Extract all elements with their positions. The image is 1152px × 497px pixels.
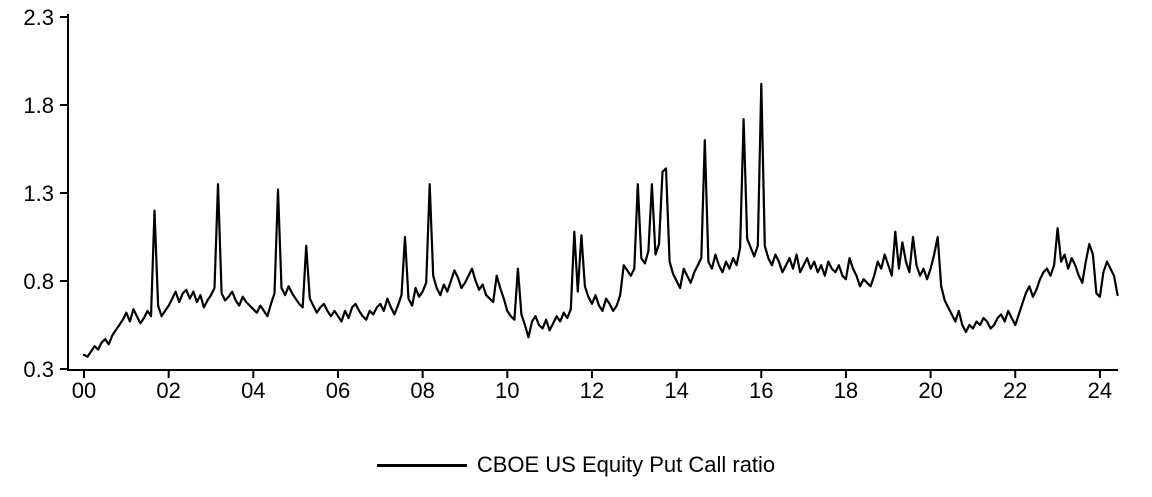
x-tick-label: 22 bbox=[1003, 378, 1027, 403]
x-tick-label: 06 bbox=[326, 378, 350, 403]
x-tick-label: 12 bbox=[580, 378, 604, 403]
x-tick-label: 24 bbox=[1088, 378, 1112, 403]
y-tick-label: 1.8 bbox=[23, 93, 54, 118]
legend-label: CBOE US Equity Put Call ratio bbox=[476, 452, 776, 477]
x-tick-label: 02 bbox=[156, 378, 180, 403]
x-tick-label: 04 bbox=[241, 378, 265, 403]
x-tick-label: 16 bbox=[749, 378, 773, 403]
series-line bbox=[82, 82, 1119, 358]
y-tick-label: 2.3 bbox=[23, 5, 54, 30]
y-tick-label: 0.8 bbox=[23, 269, 54, 294]
chart-svg: 0.3 0.8 1.3 1.8 2.3 00 02 04 06 08 10 12 14 16 18 20 22… bbox=[23, 5, 1119, 403]
y-tick-label: 0.3 bbox=[23, 357, 54, 382]
x-tick-label: 20 bbox=[918, 378, 942, 403]
x-axis: 00 02 04 06 08 10 12 14 16 18 20 22 24 bbox=[72, 370, 1112, 403]
x-tick-label: 08 bbox=[410, 378, 434, 403]
x-tick-label: 14 bbox=[664, 378, 688, 403]
legend: CBOE US Equity Put Call ratio bbox=[0, 452, 1152, 478]
x-tick-label: 00 bbox=[72, 378, 96, 403]
x-tick-label: 18 bbox=[834, 378, 858, 403]
legend-line-sample bbox=[376, 463, 467, 467]
y-axis: 0.3 0.8 1.3 1.8 2.3 bbox=[23, 5, 68, 382]
y-tick-label: 1.3 bbox=[23, 181, 54, 206]
x-tick-label: 10 bbox=[495, 378, 519, 403]
